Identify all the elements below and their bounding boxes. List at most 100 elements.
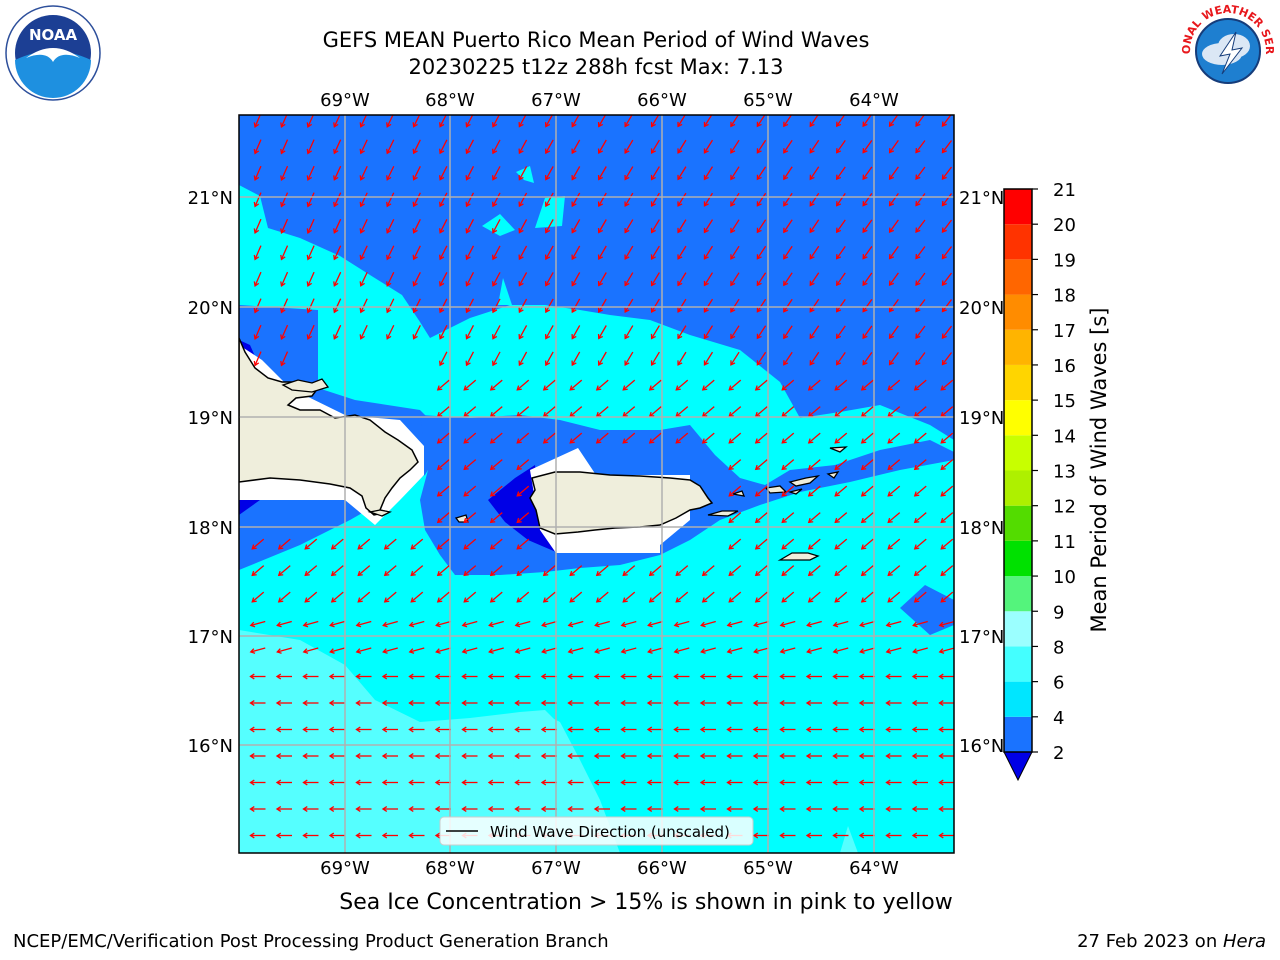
wind-arrow <box>412 139 421 155</box>
wind-arrow <box>620 753 637 759</box>
wind-arrow <box>752 700 769 706</box>
wind-arrow <box>357 591 371 603</box>
wind-arrow <box>359 298 368 314</box>
wind-arrow <box>911 753 928 759</box>
island-outline <box>732 490 746 497</box>
wind-arrow <box>754 512 768 524</box>
wind-arrow <box>941 325 953 339</box>
wind-arrow <box>650 139 660 154</box>
wind-arrow <box>834 538 848 550</box>
wind-arrow <box>859 620 875 628</box>
wind-arrow <box>940 379 954 391</box>
wind-arrow <box>595 591 609 603</box>
wind-arrow <box>730 219 740 234</box>
colorbar-extend-triangle <box>1003 751 1033 782</box>
wind-arrow <box>328 700 345 706</box>
wind-arrow <box>328 832 345 839</box>
wind-arrow <box>333 271 342 287</box>
wind-arrow <box>249 779 266 786</box>
wind-arrow <box>700 647 716 654</box>
wind-arrow <box>571 166 581 181</box>
wind-arrow <box>836 245 846 260</box>
wind-arrow <box>728 591 742 603</box>
wind-arrow <box>624 219 634 234</box>
wind-arrow <box>489 485 503 497</box>
wind-arrow <box>862 115 872 128</box>
colorbar-bin <box>1004 224 1032 260</box>
wind-arrow <box>567 620 584 628</box>
wind-arrow <box>675 565 689 577</box>
wind-arrow <box>491 325 501 340</box>
period-below-2-region <box>239 500 260 515</box>
wind-arrow <box>888 272 899 287</box>
wind-arrow <box>915 246 926 260</box>
wind-arrow <box>253 271 262 288</box>
wind-arrow <box>913 591 927 603</box>
wind-arrow <box>941 352 953 366</box>
wind-arrow <box>756 192 767 207</box>
wind-arrow <box>434 779 451 786</box>
wind-arrow <box>677 192 687 207</box>
wind-arrow <box>463 591 477 603</box>
wind-arrow <box>249 832 266 839</box>
colorbar-bin <box>1004 646 1032 682</box>
wind-arrow <box>754 538 768 550</box>
wind-arrow <box>888 219 899 234</box>
wind-arrow <box>439 325 448 340</box>
wind-arrow <box>461 806 478 812</box>
wind-arrow <box>489 459 503 471</box>
wind-arrow <box>779 673 796 680</box>
wind-arrow <box>330 591 344 603</box>
wind-arrow <box>809 115 819 128</box>
wind-arrow <box>491 351 501 367</box>
wind-arrow <box>251 538 265 550</box>
wind-arrow <box>809 298 820 313</box>
wind-arrow <box>408 832 425 839</box>
wind-arrow <box>595 432 609 444</box>
wind-arrow <box>540 726 557 733</box>
wind-arrow <box>249 700 266 706</box>
wind-arrow <box>544 219 554 234</box>
wind-arrow <box>597 298 607 314</box>
wind-arrow <box>595 379 609 391</box>
wind-arrow <box>730 139 740 154</box>
wind-arrow <box>779 620 796 628</box>
wind-arrow <box>858 779 875 786</box>
period-below-2-region <box>488 465 556 552</box>
wind-arrow <box>730 166 740 181</box>
lat-label-left: 19°N <box>188 408 233 429</box>
period-2-4-region <box>900 585 954 635</box>
wind-arrow <box>461 673 478 680</box>
wind-arrow <box>487 753 504 759</box>
wind-arrow <box>726 700 743 706</box>
wind-arrow <box>571 139 581 155</box>
wind-arrow <box>941 193 953 207</box>
wind-arrow <box>333 245 342 261</box>
wind-arrow <box>518 166 528 181</box>
wind-arrow <box>730 325 740 340</box>
colorbar-tick-label: 13 <box>1053 462 1076 483</box>
wind-arrow <box>276 647 292 654</box>
wind-arrow <box>807 432 821 444</box>
wind-arrow <box>915 115 925 128</box>
wind-arrow <box>809 166 820 181</box>
wind-arrow <box>569 432 583 444</box>
wind-arrow <box>463 432 477 444</box>
wind-arrow <box>728 379 742 391</box>
wind-arrow <box>383 591 397 603</box>
wind-arrow <box>569 379 583 391</box>
wind-arrow <box>491 166 501 181</box>
wind-arrow <box>329 647 345 654</box>
wind-arrow <box>253 298 262 314</box>
wind-arrow <box>650 325 660 340</box>
wind-arrow <box>593 700 610 706</box>
wind-arrow <box>544 139 554 155</box>
wind-arrow <box>915 193 926 207</box>
wind-arrow <box>834 512 848 524</box>
wind-arrow <box>832 779 849 786</box>
wind-arrow <box>703 166 714 181</box>
wind-arrow <box>807 538 821 550</box>
wind-arrow <box>408 620 425 628</box>
wind-arrow <box>461 700 478 706</box>
wind-arrow <box>675 432 689 444</box>
